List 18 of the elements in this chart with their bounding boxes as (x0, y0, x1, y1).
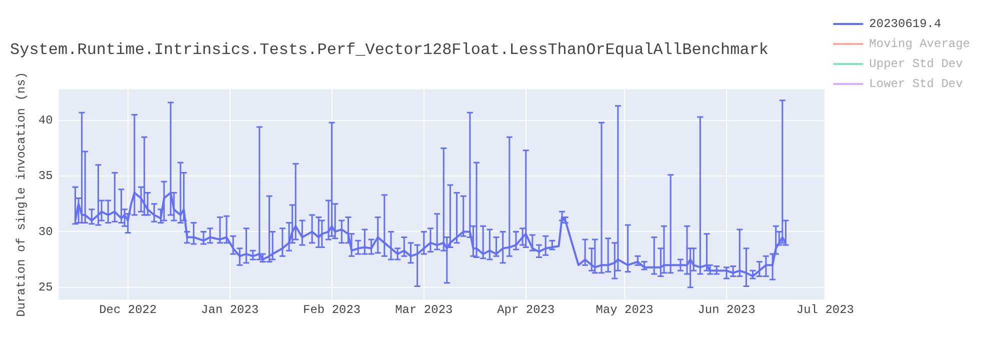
x-tick-label: Apr 2023 (497, 302, 555, 317)
x-tick-label: May 2023 (596, 302, 654, 317)
y-tick-label: 35 (38, 169, 53, 184)
x-tick-label: Mar 2023 (395, 302, 453, 317)
legend-label: Lower Std Dev (869, 77, 963, 92)
x-tick-label: Dec 2022 (99, 302, 157, 317)
y-tick-label: 25 (38, 280, 53, 295)
legend-label: 20230619.4 (869, 17, 942, 32)
chart-title: System.Runtime.Intrinsics.Tests.Perf_Vector128Float.LessThanOrEqualAllBenchmark (10, 40, 769, 59)
y-tick-label: 40 (38, 114, 53, 128)
x-tick-label: Jun 2023 (698, 302, 756, 317)
x-tick-label: Jan 2023 (201, 302, 259, 317)
legend-label: Moving Average (869, 37, 970, 52)
x-tick-label: Jul 2023 (796, 302, 854, 317)
y-tick-label: 30 (38, 224, 53, 239)
x-tick-label: Feb 2023 (303, 302, 361, 317)
y-axis-title: Duration of single invocation (ns) (14, 72, 28, 317)
legend-label: Upper Std Dev (869, 57, 963, 72)
